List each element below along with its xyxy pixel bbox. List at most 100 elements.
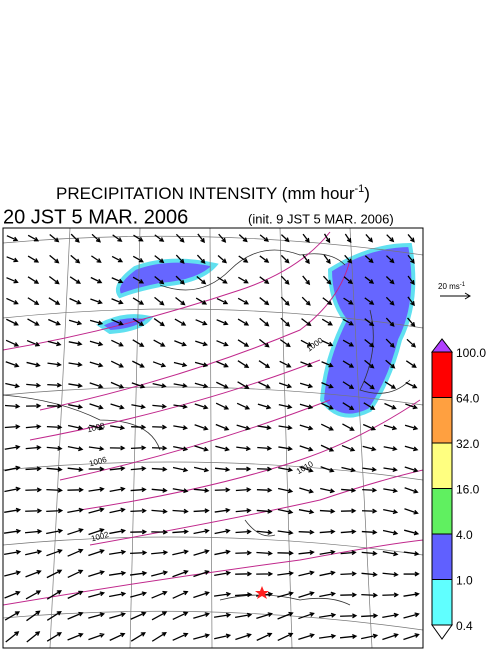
wind-arrow <box>132 297 145 305</box>
wind-arrow <box>6 297 19 305</box>
wind-arrow <box>154 275 165 285</box>
wind-arrow <box>67 528 84 536</box>
wind-arrow <box>319 570 336 577</box>
wind-arrow <box>68 362 83 367</box>
colorbar-segment <box>431 351 453 398</box>
wind-arrow <box>258 381 271 389</box>
colorbar-label: 0.4 <box>456 619 473 633</box>
wind-arrow <box>130 591 148 598</box>
wind-arrow <box>173 445 189 452</box>
wind-arrow <box>172 508 189 514</box>
wind-arrow <box>236 446 252 451</box>
wind-arrow <box>151 550 169 556</box>
wind-arrow <box>67 632 84 641</box>
wind-arrow <box>68 319 83 326</box>
wind-arrow <box>46 528 64 535</box>
wind-arrow <box>109 549 127 555</box>
wind-arrow <box>302 233 310 243</box>
wind-arrow <box>278 446 293 452</box>
wind-arrow <box>341 444 356 452</box>
wind-arrow <box>68 341 83 347</box>
wind-arrow <box>153 318 165 327</box>
wind-arrow <box>194 403 209 410</box>
wind-arrow <box>382 633 399 641</box>
isobar <box>3 231 331 351</box>
wind-arrow <box>403 571 420 577</box>
wind-arrow <box>69 276 81 284</box>
coastline <box>3 249 411 606</box>
wind-arrow <box>216 340 229 347</box>
wind-arrow <box>90 298 103 305</box>
wind-arrow <box>175 254 185 264</box>
wind-arrow <box>4 570 22 577</box>
wind-arrow <box>216 381 229 389</box>
wind-arrow <box>4 486 21 493</box>
wind-arrow <box>46 632 62 642</box>
wind-arrow <box>363 380 375 390</box>
wind-arrow <box>344 254 353 264</box>
wind-arrow <box>26 382 42 388</box>
wind-arrow <box>340 508 357 514</box>
init-time: (init. 9 JST 5 MAR. 2006) <box>248 211 394 226</box>
title-exponent: -1 <box>355 183 365 195</box>
wind-arrow <box>4 549 22 555</box>
wind-arrow <box>362 487 378 493</box>
wind-arrow <box>362 445 377 452</box>
wind-arrow <box>277 530 294 536</box>
wind-arrow <box>361 633 379 640</box>
latitude-lines <box>3 235 423 631</box>
wind-ref-text: 20 ms <box>438 282 460 291</box>
wind-arrow <box>383 424 398 431</box>
wind-arrow <box>301 296 311 306</box>
wind-arrow <box>48 297 61 305</box>
wind-arrow <box>67 446 84 452</box>
wind-arrow <box>46 610 62 621</box>
wind-arrow <box>91 233 101 243</box>
wind-arrow <box>321 361 334 368</box>
wind-arrow <box>301 318 312 327</box>
wind-arrow <box>90 276 103 284</box>
wind-arrow <box>27 255 40 263</box>
wind-arrow <box>342 381 355 389</box>
wind-arrow <box>5 361 20 368</box>
wind-arrow <box>132 276 145 284</box>
wind-arrow <box>279 360 292 368</box>
wind-arrow <box>130 611 147 620</box>
wind-arrow <box>384 381 397 389</box>
wind-arrow <box>151 466 168 472</box>
wind-arrow <box>194 361 209 368</box>
wind-arrow <box>259 234 269 242</box>
wind-arrow <box>238 255 249 263</box>
wind-arrow <box>46 466 63 472</box>
wind-arrow <box>194 382 209 389</box>
wind-arrow <box>383 467 398 472</box>
wind-arrow <box>4 424 21 430</box>
wind-arrow <box>237 381 250 389</box>
wind-arrow <box>151 590 168 599</box>
wind-arrow <box>339 634 358 639</box>
wind-arrow <box>320 444 335 452</box>
wind-arrow <box>213 591 232 597</box>
wind-arrow <box>4 444 21 450</box>
wind-arrow <box>173 425 189 431</box>
wind-arrow <box>5 631 20 643</box>
wind-arrow <box>298 550 315 556</box>
wind-arrow <box>25 466 42 472</box>
isobar <box>79 399 421 511</box>
wind-arrow <box>46 445 63 451</box>
wind-arrow <box>365 234 373 243</box>
wind-arrow <box>364 318 375 327</box>
wind-arrow <box>6 318 19 326</box>
wind-arrow <box>46 424 63 430</box>
wind-arrow <box>88 446 105 452</box>
wind-arrow <box>132 318 145 326</box>
wind-arrow <box>4 590 21 599</box>
wind-arrow <box>277 591 294 598</box>
wind-arrow <box>302 275 311 286</box>
wind-arrow <box>214 570 232 576</box>
wind-arrow <box>299 466 314 473</box>
wind-arrow <box>235 571 253 577</box>
wind-arrow <box>26 631 41 643</box>
wind-arrow <box>172 570 189 578</box>
wind-arrow <box>319 529 336 535</box>
